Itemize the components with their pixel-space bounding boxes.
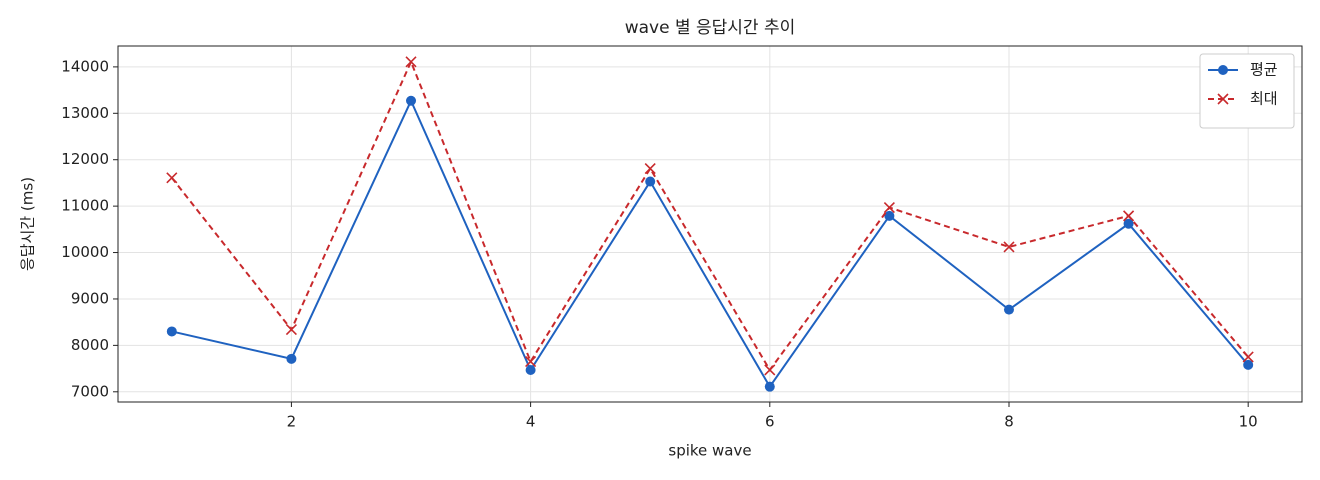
data-point — [645, 176, 656, 187]
y-tick-label: 7000 — [71, 382, 109, 400]
data-point — [644, 162, 656, 175]
x-tick-label: 10 — [1239, 413, 1258, 431]
data-point — [1003, 241, 1015, 253]
data-point — [1123, 218, 1134, 229]
x-tick-label: 8 — [1004, 413, 1014, 431]
y-tick-label: 13000 — [61, 104, 109, 122]
series-line — [171, 59, 1249, 372]
x-tick-label: 2 — [287, 413, 297, 431]
data-point — [884, 210, 895, 221]
data-point — [525, 356, 537, 368]
y-tick-label: 14000 — [61, 57, 109, 75]
data-point — [1003, 304, 1014, 315]
data-point — [525, 364, 536, 375]
data-point — [1123, 210, 1135, 222]
data-point — [764, 364, 776, 376]
y-tick-label: 10000 — [61, 243, 109, 261]
legend-label: 평균 — [1250, 61, 1278, 79]
y-tick-label: 12000 — [61, 150, 109, 168]
y-tick-label: 9000 — [71, 289, 109, 307]
y-tick-label: 11000 — [61, 197, 109, 215]
legend-marker — [1218, 65, 1228, 75]
x-tick-label: 4 — [526, 413, 536, 431]
legend-label: 최대 — [1250, 90, 1278, 108]
legend-box — [1199, 53, 1295, 129]
legend-marker — [1217, 93, 1229, 105]
data-point — [406, 95, 417, 106]
x-axis-label: spike wave — [668, 442, 751, 460]
data-point — [1243, 359, 1254, 370]
data-point — [166, 326, 177, 337]
data-point — [883, 201, 895, 214]
y-tick-label: 8000 — [71, 336, 109, 354]
data-point — [405, 56, 417, 68]
data-point — [286, 353, 297, 364]
data-point — [1242, 351, 1254, 363]
plot-frame — [117, 45, 1303, 403]
y-axis-label: 응답시간 (ms) — [19, 177, 37, 271]
data-point — [285, 324, 297, 336]
data-point — [166, 172, 178, 184]
chart-title: wave 별 응답시간 추이 — [625, 18, 796, 38]
series-line — [171, 98, 1249, 389]
data-point — [764, 381, 775, 392]
x-tick-label: 6 — [765, 413, 775, 431]
